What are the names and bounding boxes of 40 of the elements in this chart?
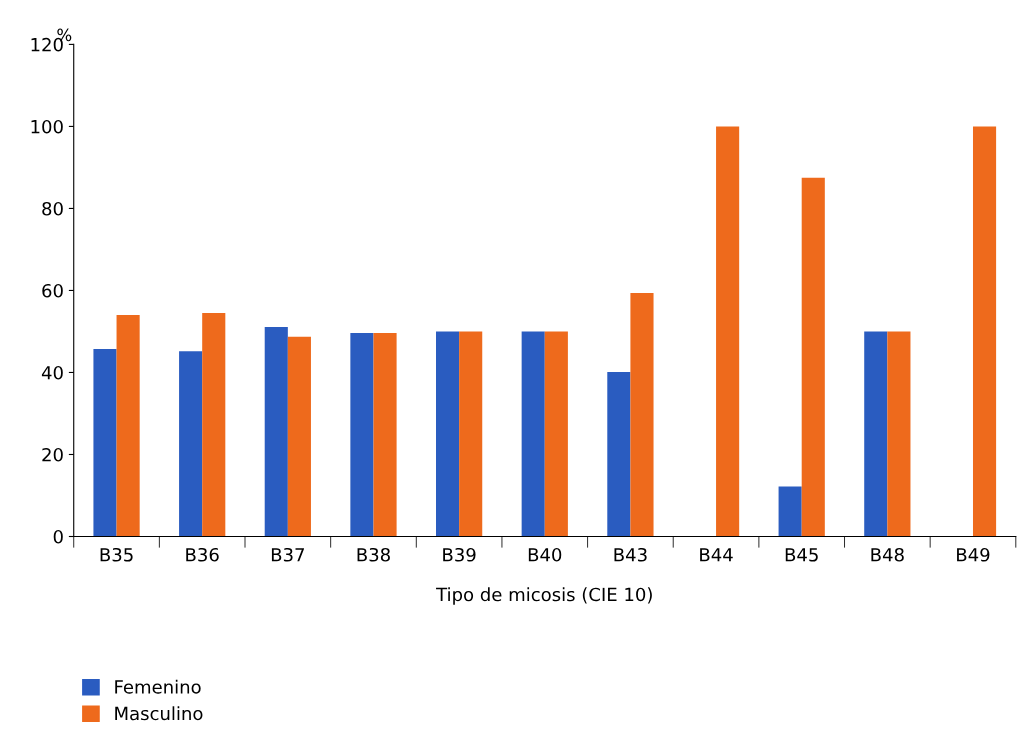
x-tick-label: B44 [700,548,733,562]
bar [350,333,374,537]
x-tick-label: B36 [186,547,219,562]
bar [93,349,117,537]
x-tick-label: B37 [271,547,304,562]
bar [264,326,288,537]
bar [116,315,140,537]
legend-label: Femenino [115,679,201,694]
bar [521,331,545,537]
bar [544,331,568,537]
bar [436,331,460,537]
x-tick-label: B35 [100,547,133,562]
x-tick-label: B38 [357,547,390,562]
y-tick-label: 60 [42,283,63,298]
y-tick-label: 40 [41,365,63,380]
bar [864,331,888,537]
bar [716,126,740,537]
x-tick-label: B39 [443,547,476,562]
x-tick-label: B40 [528,547,562,562]
bar [972,126,997,537]
x-tick-label: B48 [871,547,904,562]
bar [778,486,802,537]
x-axis-title: Tipo de micosis (CIE 10) [436,587,652,605]
bar [459,331,483,537]
bar [887,331,911,537]
bar [630,292,654,537]
y-tick-label: 20 [42,447,63,462]
bar [287,336,311,537]
x-tick-label: B49 [957,547,990,562]
bar [179,351,203,537]
y-tick-label: 100 [31,119,63,134]
bar [373,333,397,537]
y-tick-label: 0 [53,529,63,544]
legend-label: Masculino [115,706,203,721]
bar [801,177,825,537]
bar [607,372,631,537]
y-tick-label: 80 [42,201,63,216]
bar [202,313,226,537]
x-tick-label: B45 [785,548,818,562]
x-tick-label: B43 [614,547,647,562]
